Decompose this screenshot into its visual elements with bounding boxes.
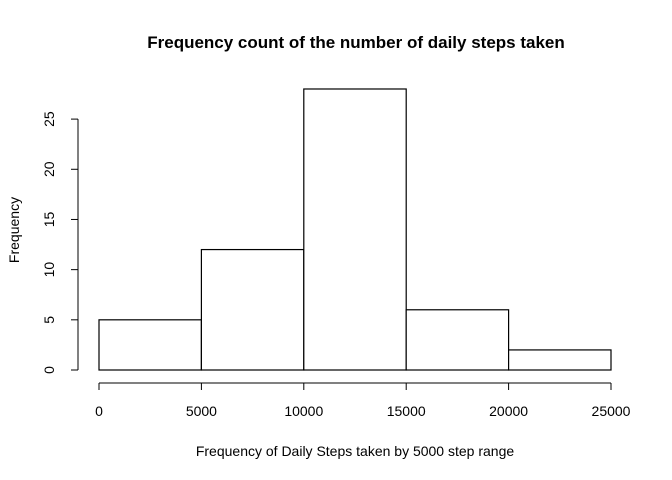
x-tick-label: 5000 — [186, 403, 217, 419]
histogram-bar — [98, 319, 203, 371]
y-ticks-group: 0 5 10 15 20 25 — [41, 111, 78, 374]
x-tick-label: 10000 — [284, 403, 323, 419]
x-axis-label: Frequency of Daily Steps taken by 5000 s… — [196, 443, 515, 459]
histogram-bar — [508, 349, 612, 371]
x-ticks-group: 0 5000 10000 15000 20000 25000 — [95, 383, 631, 419]
y-tick-label: 15 — [41, 211, 57, 227]
y-tick-label: 25 — [41, 111, 57, 127]
chart-title: Frequency count of the number of daily s… — [147, 33, 565, 52]
y-axis-label: Frequency — [6, 197, 22, 263]
bars-group — [98, 88, 612, 371]
y-tick-label: 10 — [41, 262, 57, 278]
x-tick-label: 20000 — [489, 403, 528, 419]
y-tick-label: 0 — [41, 366, 57, 374]
x-tick-label: 15000 — [387, 403, 426, 419]
x-tick-label: 0 — [95, 403, 103, 419]
y-tick-label: 20 — [41, 161, 57, 177]
x-tick-label: 25000 — [592, 403, 631, 419]
histogram-bar — [303, 88, 407, 371]
histogram-bar — [200, 248, 305, 371]
y-tick-label: 5 — [41, 316, 57, 324]
histogram-bar — [405, 309, 510, 371]
